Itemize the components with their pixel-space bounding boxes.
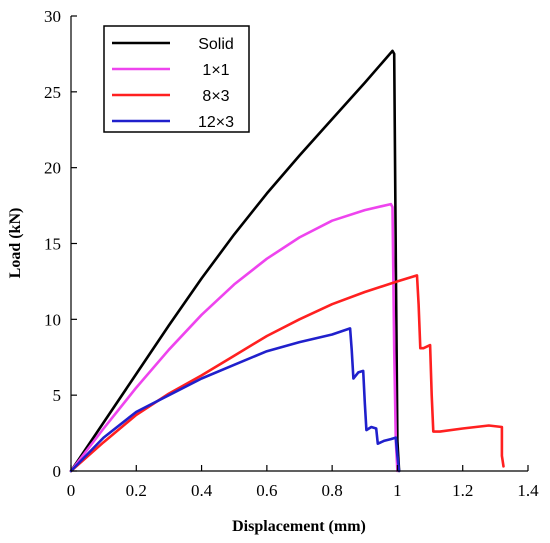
y-tick-label: 20 bbox=[44, 159, 61, 178]
x-tick-label: 0.2 bbox=[126, 481, 147, 500]
y-tick-label: 25 bbox=[44, 83, 61, 102]
x-tick-label: 0 bbox=[67, 481, 76, 500]
x-tick-label: 0.4 bbox=[191, 481, 213, 500]
legend-label-2: 8×3 bbox=[202, 88, 229, 105]
y-tick-label: 30 bbox=[44, 7, 61, 26]
y-tick-label: 5 bbox=[53, 386, 62, 405]
series-line-3 bbox=[69, 327, 401, 473]
x-axis-title: Displacement (mm) bbox=[232, 518, 366, 535]
x-tick-label: 0.8 bbox=[322, 481, 343, 500]
legend: Solid 1×1 8×3 12×3 bbox=[103, 25, 250, 133]
x-tick-label: 1.2 bbox=[452, 481, 473, 500]
legend-label-3: 12×3 bbox=[198, 114, 234, 131]
y-axis-title: Load (kN) bbox=[7, 208, 24, 279]
series-line-2 bbox=[69, 274, 505, 473]
x-tick-label: 1 bbox=[393, 481, 402, 500]
ticks: 0 0.2 0.4 0.6 0.8 1 1.2 1.4 0 5 10 15 20 25 30 bbox=[44, 7, 539, 500]
series-line-1 bbox=[69, 202, 399, 473]
x-tick-label: 1.4 bbox=[517, 481, 539, 500]
legend-label-0: Solid bbox=[198, 36, 234, 53]
y-tick-label: 0 bbox=[53, 462, 62, 481]
y-tick-label: 15 bbox=[44, 235, 61, 254]
y-tick-label: 10 bbox=[44, 310, 61, 329]
series-line-0 bbox=[69, 49, 401, 473]
legend-label-1: 1×1 bbox=[202, 62, 229, 79]
plot-lines bbox=[69, 49, 505, 473]
x-tick-label: 0.6 bbox=[256, 481, 277, 500]
